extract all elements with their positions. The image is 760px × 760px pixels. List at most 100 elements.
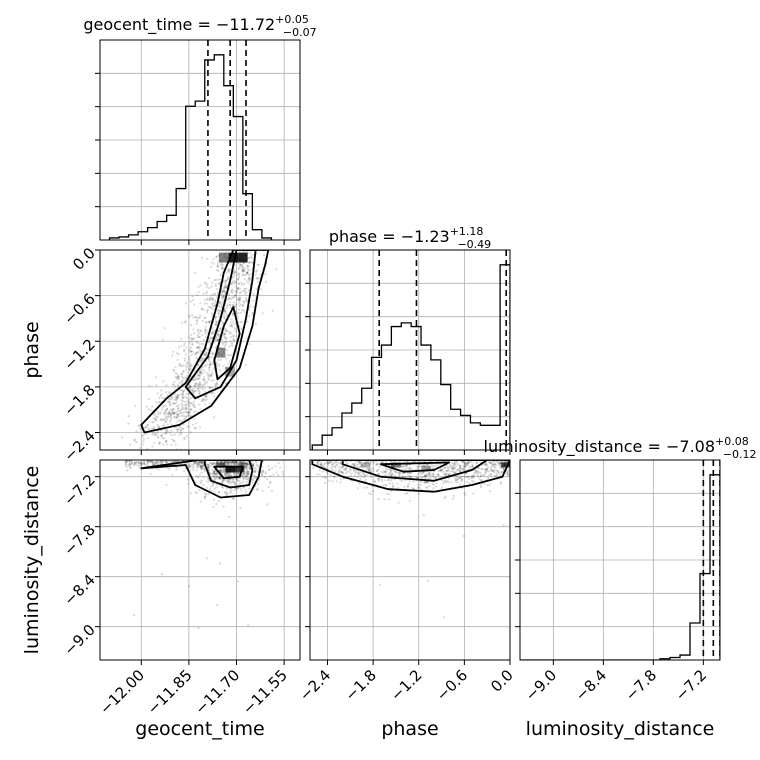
scatter-point	[215, 477, 218, 480]
scatter-point	[185, 425, 188, 428]
scatter-point	[228, 296, 231, 300]
scatter-point	[226, 303, 229, 306]
scatter-point	[172, 408, 175, 411]
scatter-point	[209, 374, 212, 377]
scatter-point	[201, 467, 204, 470]
scatter-point	[499, 466, 502, 469]
scatter-point	[201, 385, 204, 388]
scatter-point	[222, 295, 225, 298]
scatter-point	[237, 277, 240, 280]
scatter-point	[210, 332, 213, 335]
scatter-point	[223, 333, 226, 336]
scatter-point	[233, 463, 236, 466]
scatter-point	[215, 381, 218, 384]
scatter-point	[375, 469, 378, 473]
scatter-point	[246, 463, 249, 466]
scatter-point	[470, 475, 473, 478]
scatter-point	[233, 282, 236, 285]
scatter-point	[188, 368, 191, 371]
scatter-point	[205, 320, 208, 324]
scatter-point	[260, 472, 263, 475]
scatter-point	[245, 320, 248, 323]
scatter-point	[140, 462, 144, 466]
scatter-point	[212, 297, 215, 300]
scatter-point	[197, 387, 200, 390]
scatter-point	[400, 480, 403, 483]
scatter-point	[239, 460, 242, 463]
contour-level-3	[213, 465, 244, 480]
scatter-point	[162, 380, 165, 383]
scatter-point	[260, 288, 263, 291]
scatter-point	[500, 462, 503, 465]
scatter-point	[484, 462, 487, 465]
scatter-point	[164, 420, 167, 423]
scatter-point	[245, 478, 248, 481]
scatter-point	[454, 480, 457, 483]
scatter-point	[384, 474, 387, 477]
scatter-point	[207, 477, 210, 480]
scatter-point	[329, 461, 332, 464]
scatter-point	[209, 336, 212, 340]
scatter-point	[420, 460, 423, 463]
scatter-point	[158, 426, 161, 429]
scatter-point	[238, 299, 241, 302]
scatter-point	[231, 461, 234, 464]
scatter-point	[453, 472, 456, 475]
scatter-point	[384, 483, 387, 486]
scatter-point	[377, 479, 380, 482]
scatter-point	[170, 416, 173, 420]
scatter-point	[248, 277, 251, 280]
scatter-point	[218, 476, 221, 479]
scatter-point	[240, 281, 243, 285]
scatter-point	[214, 299, 217, 302]
scatter-point	[165, 440, 168, 443]
scatter-point	[176, 412, 179, 416]
scatter-point	[419, 472, 423, 475]
scatter-point	[487, 466, 490, 469]
scatter-point	[144, 425, 147, 428]
scatter-point	[481, 473, 484, 476]
scatter-point	[239, 463, 242, 466]
scatter-point	[358, 482, 361, 485]
scatter-point	[153, 417, 156, 420]
scatter-point	[234, 461, 237, 464]
scatter-point	[158, 441, 161, 445]
scatter-point	[205, 352, 208, 355]
scatter-point	[238, 298, 241, 301]
scatter-point	[238, 258, 241, 261]
scatter-point	[235, 281, 238, 284]
scatter-point	[213, 472, 216, 475]
scatter-point	[184, 320, 187, 323]
scatter-point	[223, 341, 227, 344]
scatter-point	[197, 461, 200, 464]
scatter-point	[470, 461, 473, 464]
scatter-point	[165, 384, 168, 387]
scatter-point	[207, 341, 211, 344]
scatter-point	[161, 338, 164, 341]
scatter-point	[225, 337, 228, 341]
scatter-point	[387, 473, 390, 476]
scatter-point	[445, 469, 448, 472]
scatter-point	[490, 465, 493, 468]
scatter-point	[256, 464, 259, 467]
scatter-point	[173, 460, 176, 463]
scatter-point	[233, 472, 236, 475]
density-cell	[228, 252, 239, 263]
scatter-point	[151, 433, 154, 436]
scatter-point	[228, 474, 231, 477]
scatter-point	[200, 464, 203, 467]
scatter-point	[490, 468, 493, 471]
scatter-point	[232, 303, 235, 306]
scatter-point	[229, 321, 232, 324]
scatter-point	[197, 387, 200, 390]
scatter-point	[174, 371, 177, 375]
scatter-point	[203, 282, 206, 285]
scatter-point	[247, 472, 250, 475]
scatter-point	[253, 467, 256, 470]
scatter-point	[205, 381, 209, 384]
scatter-point	[188, 315, 191, 318]
scatter-point	[137, 462, 140, 465]
scatter-point	[224, 343, 227, 346]
scatter-point	[179, 412, 182, 415]
scatter-point	[461, 468, 465, 471]
